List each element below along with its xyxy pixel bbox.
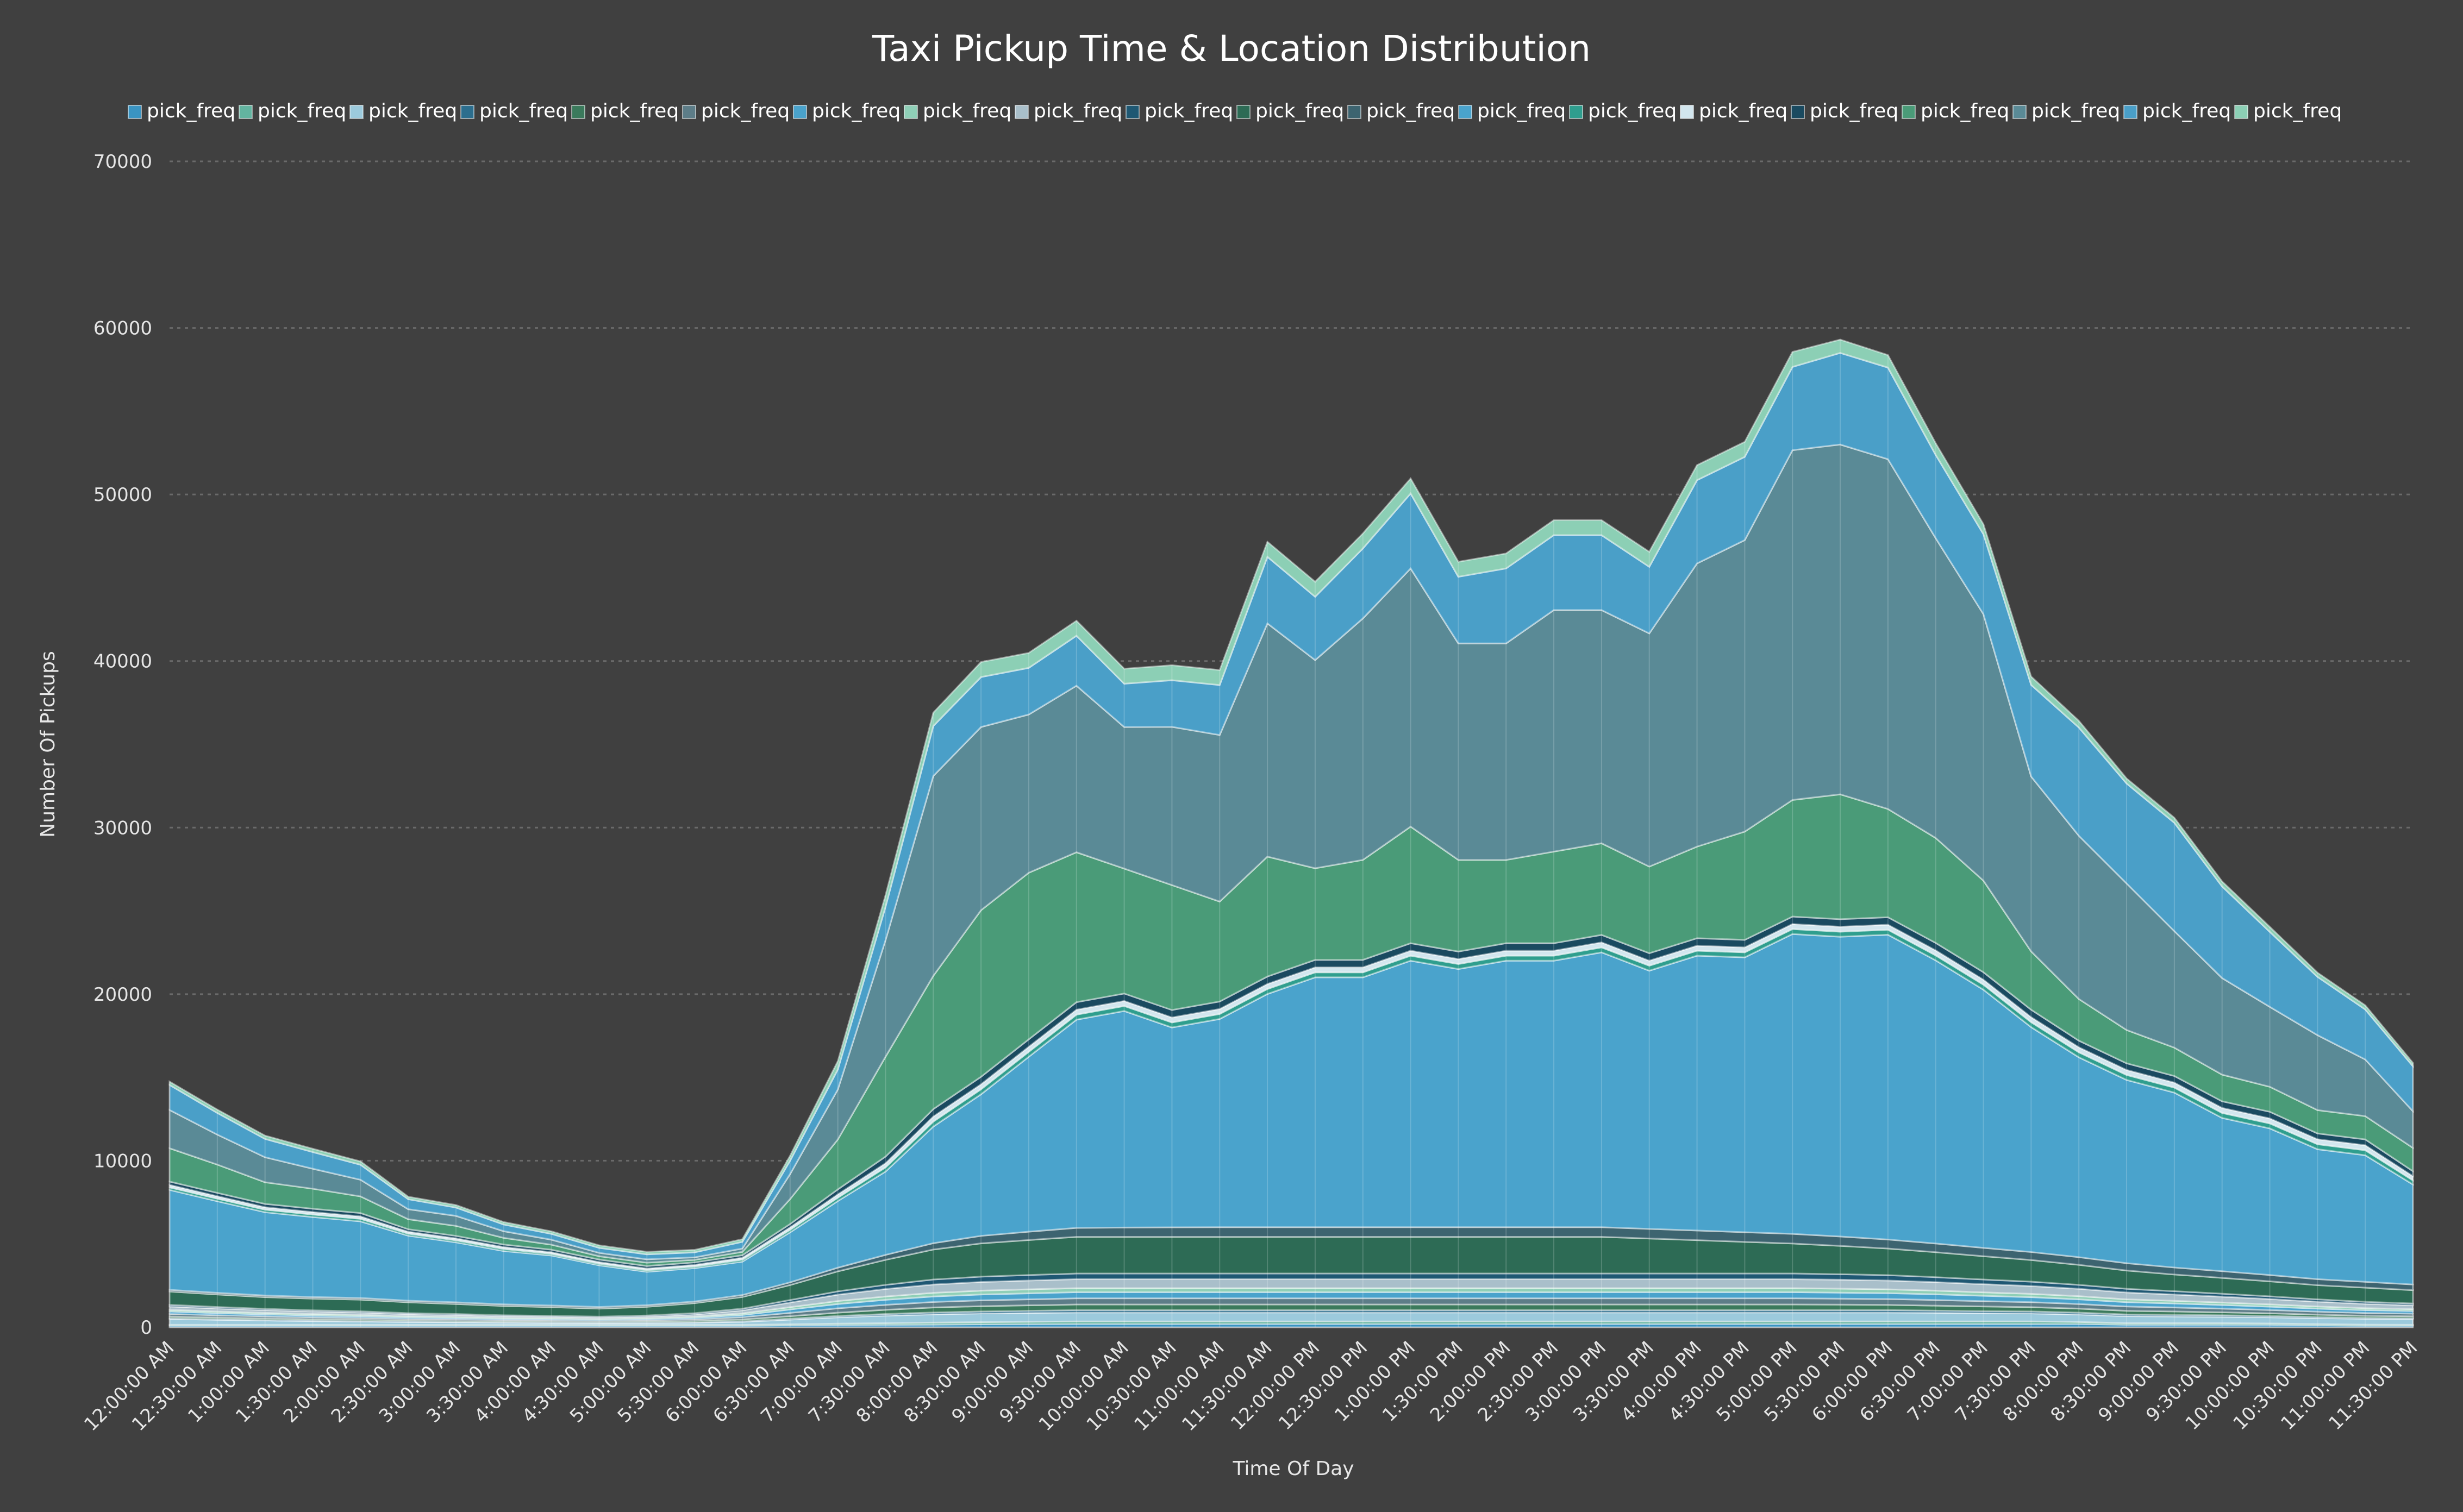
series-area-15 xyxy=(168,923,2414,1271)
series-area-20 xyxy=(168,338,2414,1256)
legend-swatch xyxy=(128,105,142,119)
legend-swatch xyxy=(1902,105,1916,119)
legend-label: pick_freq xyxy=(368,100,457,122)
y-tick-label: 10000 xyxy=(93,1150,152,1172)
legend-swatch xyxy=(793,105,807,119)
legend-swatch xyxy=(2234,105,2248,119)
series-area-17 xyxy=(168,793,2414,1267)
legend-item: pick_freq xyxy=(1347,100,1455,122)
legend-label: pick_freq xyxy=(479,100,568,122)
legend-label: pick_freq xyxy=(258,100,346,122)
legend-item: pick_freq xyxy=(349,100,457,122)
legend-label: pick_freq xyxy=(1921,100,2009,122)
y-tick-label: 0 xyxy=(140,1317,152,1339)
chart-title: Taxi Pickup Time & Location Distribution xyxy=(872,28,1591,70)
legend-item: pick_freq xyxy=(1015,100,1122,122)
legend-item: pick_freq xyxy=(571,100,679,122)
legend-label: pick_freq xyxy=(701,100,790,122)
series-area-13 xyxy=(168,933,2414,1308)
series-area-16 xyxy=(168,915,2414,1270)
y-tick-label: 50000 xyxy=(93,484,152,506)
legend-label: pick_freq xyxy=(2031,100,2120,122)
legend-label: pick_freq xyxy=(1477,100,1566,122)
legend-label: pick_freq xyxy=(1810,100,1898,122)
legend-item: pick_freq xyxy=(2234,100,2342,122)
series-area-4 xyxy=(168,1309,2414,1324)
legend-item: pick_freq xyxy=(2012,100,2120,122)
legend: pick_freq pick_freq pick_freq pick_freq pick… xyxy=(128,100,2342,122)
y-axis-title: Number Of Pickups xyxy=(37,651,59,837)
series-area-18 xyxy=(168,443,2414,1264)
y-axis: 0 10000 20000 30000 40000 50000 60000 70000 xyxy=(93,151,152,1339)
y-tick-label: 20000 xyxy=(93,984,152,1006)
legend-item: pick_freq xyxy=(128,100,235,122)
legend-label: pick_freq xyxy=(1034,100,1122,122)
legend-item: pick_freq xyxy=(1569,100,1677,122)
legend-swatch xyxy=(239,105,253,119)
legend-label: pick_freq xyxy=(1145,100,1233,122)
series-area-8 xyxy=(168,1287,2414,1321)
legend-item: pick_freq xyxy=(460,100,568,122)
legend-swatch xyxy=(682,105,696,119)
legend-label: pick_freq xyxy=(147,100,235,122)
series-areas xyxy=(168,338,2414,1328)
legend-swatch xyxy=(571,105,585,119)
legend-label: pick_freq xyxy=(1366,100,1455,122)
legend-item: pick_freq xyxy=(1680,100,1787,122)
y-tick-label: 70000 xyxy=(93,151,152,173)
legend-swatch xyxy=(1458,105,1472,119)
legend-item: pick_freq xyxy=(2123,100,2231,122)
legend-swatch xyxy=(1347,105,1361,119)
legend-swatch xyxy=(2012,105,2027,119)
legend-swatch xyxy=(460,105,474,119)
legend-swatch xyxy=(1126,105,1140,119)
legend-swatch xyxy=(2123,105,2137,119)
legend-label: pick_freq xyxy=(590,100,679,122)
legend-label: pick_freq xyxy=(1588,100,1677,122)
legend-label: pick_freq xyxy=(2253,100,2342,122)
legend-label: pick_freq xyxy=(1255,100,1344,122)
legend-label: pick_freq xyxy=(923,100,1011,122)
legend-item: pick_freq xyxy=(1791,100,1898,122)
series-area-19 xyxy=(168,352,2414,1260)
time-slices xyxy=(169,340,2414,1327)
legend-label: pick_freq xyxy=(1699,100,1787,122)
legend-item: pick_freq xyxy=(1126,100,1233,122)
y-tick-label: 60000 xyxy=(93,318,152,340)
legend-swatch xyxy=(1236,105,1251,119)
legend-swatch xyxy=(349,105,364,119)
series-area-3 xyxy=(168,1312,2414,1326)
legend-swatch xyxy=(904,105,918,119)
legend-item: pick_freq xyxy=(1902,100,2009,122)
series-area-5 xyxy=(168,1303,2414,1323)
legend-swatch xyxy=(1791,105,1805,119)
series-area-2 xyxy=(168,1320,2414,1327)
legend-item: pick_freq xyxy=(904,100,1011,122)
legend-swatch xyxy=(1015,105,1029,119)
legend-label: pick_freq xyxy=(812,100,901,122)
legend-item: pick_freq xyxy=(1458,100,1566,122)
legend-label: pick_freq xyxy=(2142,100,2231,122)
y-tick-label: 30000 xyxy=(93,817,152,839)
legend-item: pick_freq xyxy=(1236,100,1344,122)
legend-item: pick_freq xyxy=(793,100,901,122)
legend-swatch xyxy=(1569,105,1583,119)
legend-swatch xyxy=(1680,105,1694,119)
x-axis-title: Time Of Day xyxy=(1232,1458,1354,1480)
y-tick-label: 40000 xyxy=(93,651,152,673)
legend-item: pick_freq xyxy=(682,100,790,122)
legend-item: pick_freq xyxy=(239,100,346,122)
